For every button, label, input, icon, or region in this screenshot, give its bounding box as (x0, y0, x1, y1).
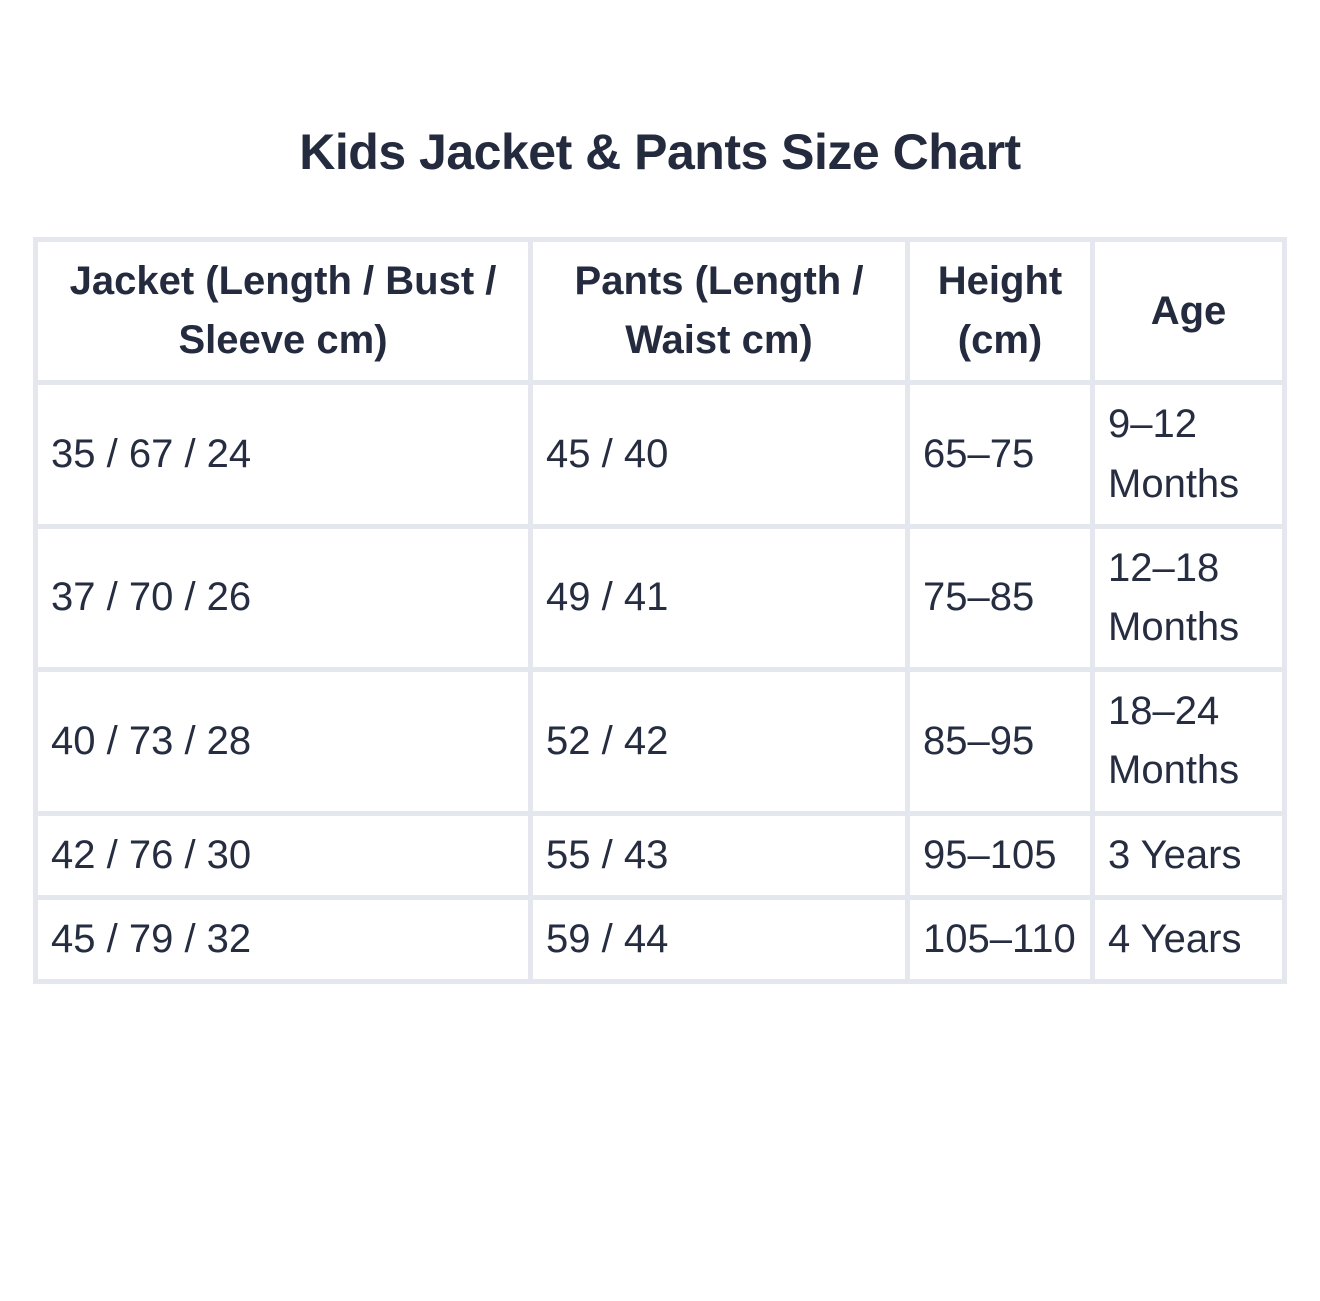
table-row: 45 / 79 / 32 59 / 44 105–110 4 Years (38, 899, 1282, 979)
cell-pants: 52 / 42 (533, 672, 905, 811)
cell-pants: 45 / 40 (533, 385, 905, 524)
cell-pants: 49 / 41 (533, 528, 905, 668)
cell-jacket: 40 / 73 / 28 (38, 672, 528, 811)
cell-height: 105–110 (910, 899, 1090, 979)
cell-jacket: 37 / 70 / 26 (38, 528, 528, 668)
table-row: 42 / 76 / 30 55 / 43 95–105 3 Years (38, 815, 1282, 895)
cell-jacket: 35 / 67 / 24 (38, 385, 528, 524)
table-row: 35 / 67 / 24 45 / 40 65–75 9–12 Months (38, 385, 1282, 524)
cell-height: 65–75 (910, 385, 1090, 524)
size-chart-table: Jacket (Length / Bust / Sleeve cm) Pants… (33, 237, 1287, 984)
cell-age: 18–24 Months (1095, 672, 1282, 811)
cell-age: 12–18 Months (1095, 528, 1282, 668)
cell-age: 3 Years (1095, 815, 1282, 895)
cell-height: 85–95 (910, 672, 1090, 811)
header-cell-pants: Pants (Length / Waist cm) (533, 242, 905, 381)
header-cell-age: Age (1095, 242, 1282, 381)
cell-age: 4 Years (1095, 899, 1282, 979)
cell-pants: 55 / 43 (533, 815, 905, 895)
header-cell-height: Height (cm) (910, 242, 1090, 381)
cell-height: 95–105 (910, 815, 1090, 895)
cell-height: 75–85 (910, 528, 1090, 668)
cell-jacket: 42 / 76 / 30 (38, 815, 528, 895)
header-cell-jacket: Jacket (Length / Bust / Sleeve cm) (38, 242, 528, 381)
table-row: 37 / 70 / 26 49 / 41 75–85 12–18 Months (38, 528, 1282, 668)
cell-pants: 59 / 44 (533, 899, 905, 979)
page-title: Kids Jacket & Pants Size Chart (299, 124, 1021, 180)
header-row: Jacket (Length / Bust / Sleeve cm) Pants… (38, 242, 1282, 381)
cell-age: 9–12 Months (1095, 385, 1282, 524)
table-row: 40 / 73 / 28 52 / 42 85–95 18–24 Months (38, 672, 1282, 811)
cell-jacket: 45 / 79 / 32 (38, 899, 528, 979)
